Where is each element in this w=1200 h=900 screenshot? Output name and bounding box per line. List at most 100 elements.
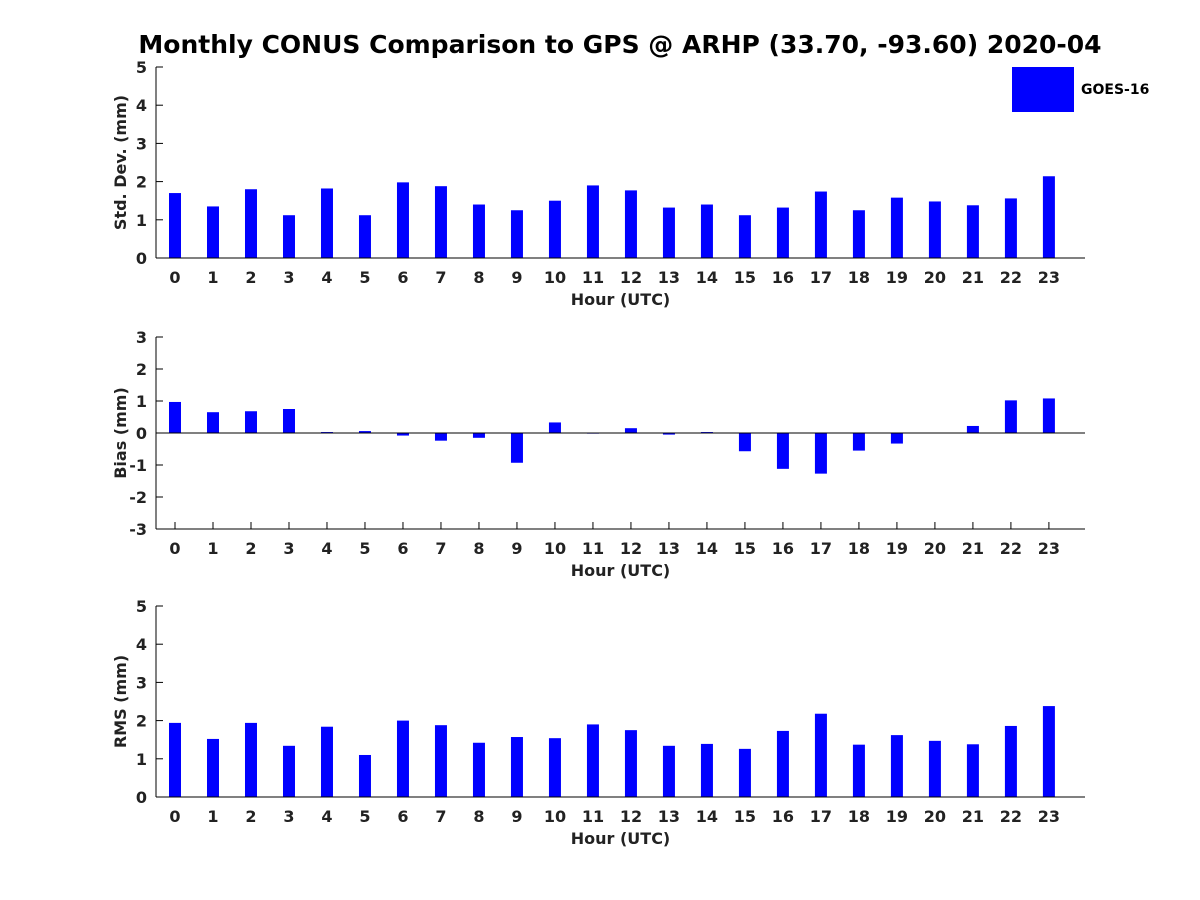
bar — [510, 433, 523, 463]
bar — [548, 200, 561, 258]
x-tick-label: 7 — [435, 268, 446, 287]
x-tick-label: 19 — [886, 268, 908, 287]
x-axis-label: Hour (UTC) — [571, 829, 671, 848]
x-axis-label: Hour (UTC) — [571, 290, 671, 309]
x-tick-label: 20 — [924, 268, 946, 287]
bar — [624, 730, 637, 797]
bar — [890, 197, 903, 258]
x-tick-label: 12 — [620, 539, 642, 558]
x-tick-label: 19 — [886, 807, 908, 826]
x-tick-label: 7 — [435, 539, 446, 558]
x-tick-label: 17 — [810, 539, 832, 558]
x-tick-label: 20 — [924, 807, 946, 826]
x-tick-label: 12 — [620, 807, 642, 826]
x-tick-label: 11 — [582, 539, 604, 558]
bar — [282, 215, 295, 258]
bar — [1042, 706, 1055, 797]
legend: GOES-16 — [1012, 67, 1149, 112]
bar — [472, 204, 485, 258]
x-axis-label: Hour (UTC) — [571, 561, 671, 580]
y-axis-label: RMS (mm) — [111, 655, 130, 748]
bar — [244, 189, 257, 258]
bar — [776, 207, 789, 258]
bar — [852, 210, 865, 258]
bar — [510, 737, 523, 797]
x-tick-label: 15 — [734, 539, 756, 558]
bar — [738, 748, 751, 797]
y-tick-label: 0 — [136, 249, 147, 268]
x-tick-label: 16 — [772, 807, 794, 826]
bar — [358, 754, 371, 797]
x-tick-label: 14 — [696, 539, 718, 558]
bar — [548, 422, 561, 433]
x-tick-label: 22 — [1000, 268, 1022, 287]
x-tick-label: 18 — [848, 807, 870, 826]
x-tick-label: 15 — [734, 268, 756, 287]
y-tick-label: 3 — [136, 328, 147, 347]
y-axis-label: Std. Dev. (mm) — [111, 95, 130, 230]
bar — [928, 740, 941, 797]
bar — [814, 713, 827, 797]
bar — [358, 215, 371, 258]
x-tick-label: 14 — [696, 807, 718, 826]
x-tick-label: 4 — [321, 807, 332, 826]
x-tick-label: 9 — [511, 539, 522, 558]
bar — [814, 191, 827, 258]
x-tick-label: 1 — [207, 268, 218, 287]
x-tick-label: 19 — [886, 539, 908, 558]
bar — [890, 433, 903, 444]
x-tick-label: 22 — [1000, 539, 1022, 558]
x-tick-label: 11 — [582, 807, 604, 826]
x-tick-label: 1 — [207, 539, 218, 558]
y-axis-label: Bias (mm) — [111, 387, 130, 479]
y-tick-label: 4 — [136, 635, 147, 654]
bar — [358, 431, 371, 433]
x-tick-label: 2 — [245, 268, 256, 287]
x-tick-label: 21 — [962, 807, 984, 826]
x-tick-label: 21 — [962, 539, 984, 558]
bar — [814, 433, 827, 474]
x-tick-label: 3 — [283, 807, 294, 826]
bar — [282, 409, 295, 433]
x-tick-label: 10 — [544, 268, 566, 287]
x-tick-label: 8 — [473, 539, 484, 558]
bar — [890, 735, 903, 797]
x-tick-label: 4 — [321, 268, 332, 287]
y-tick-label: 2 — [136, 712, 147, 731]
x-tick-label: 17 — [810, 268, 832, 287]
bar — [700, 743, 713, 797]
bar — [472, 742, 485, 797]
x-tick-label: 13 — [658, 539, 680, 558]
x-tick-label: 9 — [511, 268, 522, 287]
y-tick-label: 1 — [136, 750, 147, 769]
x-tick-label: 22 — [1000, 807, 1022, 826]
bar — [966, 205, 979, 258]
bar — [586, 185, 599, 258]
x-tick-label: 6 — [397, 807, 408, 826]
bar — [662, 433, 675, 435]
bar — [738, 215, 751, 258]
bar — [168, 722, 181, 797]
bar — [168, 193, 181, 258]
y-tick-label: 5 — [136, 597, 147, 616]
x-tick-label: 13 — [658, 268, 680, 287]
y-tick-label: 0 — [136, 788, 147, 807]
bar — [244, 722, 257, 797]
bar — [852, 433, 865, 451]
x-tick-label: 2 — [245, 807, 256, 826]
x-tick-label: 8 — [473, 268, 484, 287]
x-tick-label: 6 — [397, 539, 408, 558]
bar — [434, 433, 447, 441]
bar — [624, 428, 637, 433]
x-tick-label: 3 — [283, 268, 294, 287]
bar — [700, 204, 713, 258]
bar — [1004, 400, 1017, 433]
bar — [662, 745, 675, 797]
x-tick-label: 10 — [544, 539, 566, 558]
y-tick-label: 2 — [136, 360, 147, 379]
bar — [206, 206, 219, 258]
x-tick-label: 5 — [359, 539, 370, 558]
bar — [548, 738, 561, 797]
